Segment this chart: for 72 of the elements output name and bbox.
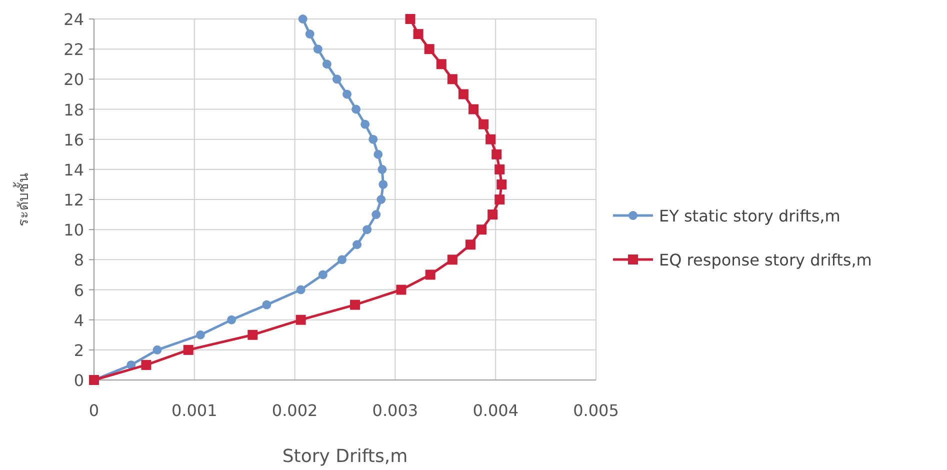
point <box>352 240 362 250</box>
y-tick-label: 8 <box>74 250 84 270</box>
point <box>337 255 346 264</box>
legend-label: EQ response story drifts,m <box>659 250 872 270</box>
point <box>376 195 386 204</box>
point <box>152 345 162 354</box>
point <box>424 44 434 54</box>
point <box>332 74 342 84</box>
point <box>436 59 446 70</box>
point <box>494 194 505 204</box>
point <box>141 360 152 370</box>
point <box>362 225 372 234</box>
y-tick-label: 4 <box>74 310 84 330</box>
y-tick-label: 18 <box>64 100 84 120</box>
point <box>405 14 416 24</box>
point <box>378 164 387 174</box>
x-tick-label: 0.003 <box>372 401 418 420</box>
point <box>458 89 468 100</box>
y-tick-label: 10 <box>64 220 84 240</box>
y-tick-label: 6 <box>74 280 84 300</box>
point <box>227 315 236 324</box>
point <box>248 330 258 340</box>
point <box>378 180 388 189</box>
y-tick-label: 16 <box>64 130 84 150</box>
point <box>342 90 352 99</box>
point <box>305 30 314 39</box>
point <box>350 300 360 310</box>
y-tick-label: 14 <box>64 160 84 180</box>
point <box>296 314 306 325</box>
y-axis-title: ระดับชั้น <box>13 172 32 226</box>
point <box>372 210 381 220</box>
point <box>494 164 505 174</box>
x-tick-label: 0.005 <box>573 401 619 420</box>
point <box>413 29 424 40</box>
legend-item: EY static story drifts,m <box>613 206 840 226</box>
y-tick-label: 0 <box>74 371 84 390</box>
point <box>447 74 458 84</box>
point <box>466 240 476 250</box>
x-tick-label: 0.001 <box>171 401 218 420</box>
y-tick-label: 24 <box>64 10 84 29</box>
point <box>298 14 308 24</box>
point <box>183 344 194 355</box>
point <box>360 120 370 129</box>
y-tick-label: 22 <box>64 40 84 60</box>
point <box>492 149 502 160</box>
point <box>486 134 496 144</box>
point <box>368 134 378 144</box>
point <box>352 104 361 114</box>
legend-item: EQ response story drifts,m <box>613 250 872 270</box>
x-tick-label: 0 <box>88 401 100 420</box>
y-tick-label: 20 <box>64 70 84 90</box>
y-tick-label: 12 <box>64 190 84 210</box>
point <box>196 330 205 340</box>
point <box>318 270 328 280</box>
point <box>425 270 436 280</box>
y-tick-label: 2 <box>74 340 84 360</box>
point <box>488 210 498 220</box>
point <box>262 300 272 310</box>
point <box>296 285 306 294</box>
point <box>396 284 406 295</box>
point <box>313 44 322 54</box>
point <box>322 60 332 69</box>
point <box>478 119 489 130</box>
legend-label: EY static story drifts,m <box>659 206 840 226</box>
point <box>468 104 479 114</box>
point <box>374 150 383 159</box>
point <box>447 254 458 265</box>
x-axis-title: Story Drifts,m <box>282 446 408 467</box>
point <box>476 224 487 235</box>
x-tick-label: 0.004 <box>472 401 519 420</box>
point <box>496 179 507 190</box>
x-tick-label: 0.002 <box>272 401 318 420</box>
